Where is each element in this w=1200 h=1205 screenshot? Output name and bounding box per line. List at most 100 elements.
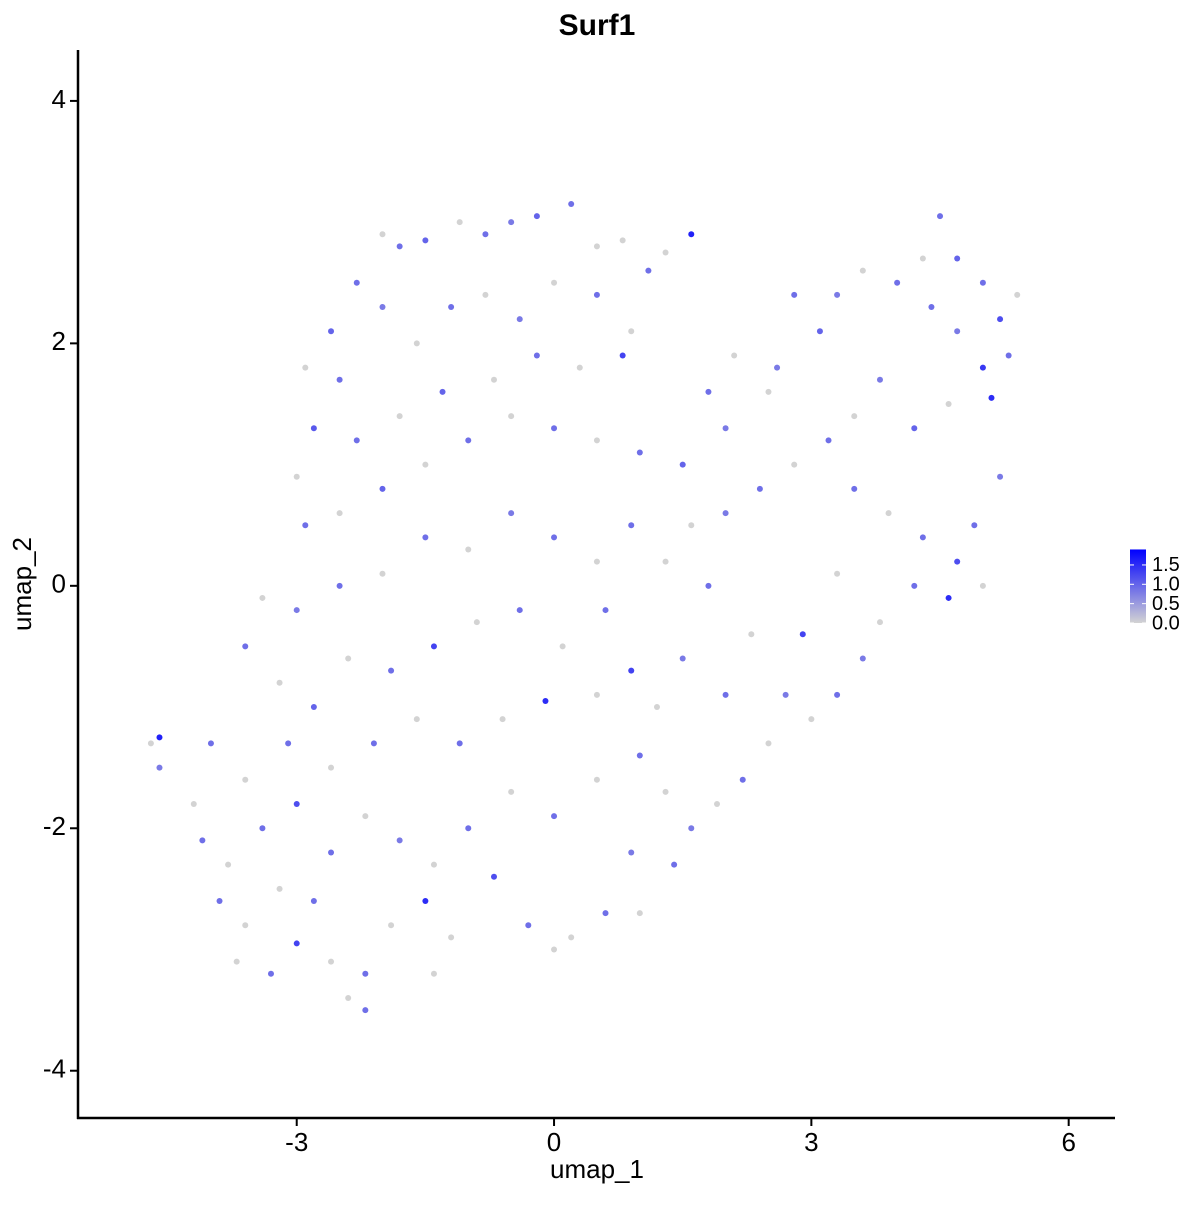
point <box>997 473 1004 480</box>
point <box>491 376 498 383</box>
point <box>954 558 961 565</box>
point <box>430 970 437 977</box>
point <box>593 243 600 250</box>
point <box>894 279 901 286</box>
y-tick-label: 2 <box>52 326 66 356</box>
point <box>336 376 343 383</box>
x-axis-label: umap_1 <box>550 1154 644 1184</box>
point <box>979 279 986 286</box>
point <box>362 970 369 977</box>
y-tick-label: 4 <box>52 84 66 114</box>
point <box>816 328 823 335</box>
point <box>259 825 266 832</box>
point <box>551 279 558 286</box>
point <box>379 485 386 492</box>
point <box>310 425 317 432</box>
point <box>919 255 926 262</box>
x-tick-label: 0 <box>547 1127 561 1157</box>
point <box>551 946 558 953</box>
point <box>919 534 926 541</box>
point <box>568 200 575 207</box>
point <box>568 934 575 941</box>
point <box>516 607 523 614</box>
point <box>748 631 755 638</box>
point <box>808 716 815 723</box>
point <box>705 388 712 395</box>
point <box>473 619 480 626</box>
y-tick-label: -4 <box>43 1054 66 1084</box>
point <box>448 934 455 941</box>
point <box>465 546 472 553</box>
point <box>636 752 643 759</box>
point <box>242 776 249 783</box>
point <box>791 461 798 468</box>
point <box>791 291 798 298</box>
y-tick-label: -2 <box>43 811 66 841</box>
point <box>422 898 429 905</box>
x-tick-label: 6 <box>1061 1127 1075 1157</box>
point <box>302 364 309 371</box>
point <box>774 364 781 371</box>
point <box>328 849 335 856</box>
point <box>636 449 643 456</box>
point <box>551 813 558 820</box>
point <box>396 837 403 844</box>
point <box>593 291 600 298</box>
point <box>156 764 163 771</box>
point <box>379 231 386 238</box>
point <box>336 510 343 517</box>
point <box>679 461 686 468</box>
point <box>576 364 583 371</box>
point <box>379 303 386 310</box>
point <box>679 655 686 662</box>
point <box>293 801 300 808</box>
point <box>147 740 154 747</box>
point <box>954 328 961 335</box>
point <box>422 237 429 244</box>
point <box>593 558 600 565</box>
point <box>533 352 540 359</box>
point <box>388 667 395 674</box>
point <box>396 243 403 250</box>
point <box>310 704 317 711</box>
point <box>988 394 995 401</box>
point <box>765 740 772 747</box>
point <box>945 400 952 407</box>
point <box>293 473 300 480</box>
point <box>276 885 283 892</box>
point <box>242 643 249 650</box>
point <box>628 667 635 674</box>
point <box>456 219 463 226</box>
point <box>508 219 515 226</box>
point <box>851 485 858 492</box>
point <box>362 813 369 820</box>
point <box>834 570 841 577</box>
point <box>448 303 455 310</box>
point <box>722 425 729 432</box>
point <box>628 849 635 856</box>
point <box>276 679 283 686</box>
point <box>688 825 695 832</box>
x-tick-label: -3 <box>285 1127 308 1157</box>
point <box>310 898 317 905</box>
point <box>593 437 600 444</box>
point <box>207 740 214 747</box>
point <box>499 716 506 723</box>
point <box>199 837 206 844</box>
point <box>876 376 883 383</box>
point <box>731 352 738 359</box>
colorbar-label: 0.0 <box>1152 612 1180 634</box>
point <box>593 776 600 783</box>
point <box>225 861 232 868</box>
point <box>979 364 986 371</box>
point <box>636 910 643 917</box>
y-axis-label: umap_2 <box>7 537 37 631</box>
point <box>559 643 566 650</box>
point <box>834 691 841 698</box>
point <box>825 437 832 444</box>
point <box>216 898 223 905</box>
point <box>765 388 772 395</box>
point <box>722 510 729 517</box>
point <box>602 607 609 614</box>
